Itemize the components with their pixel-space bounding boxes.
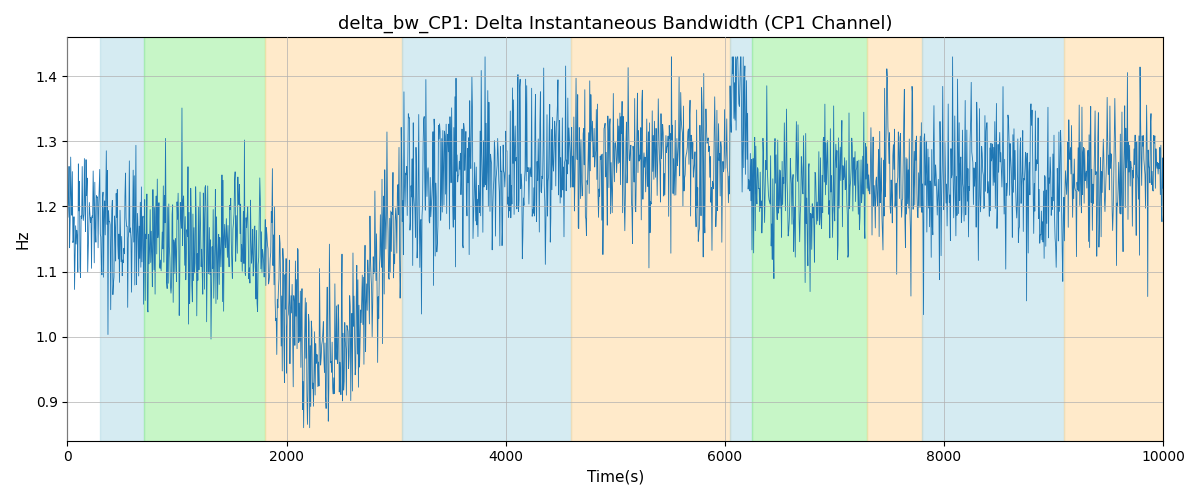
X-axis label: Time(s): Time(s) (587, 470, 644, 485)
Bar (144, 38, 265, 440)
Y-axis label: Hz: Hz (16, 230, 30, 249)
Bar (868, 38, 922, 440)
Bar (402, 38, 571, 440)
Bar (265, 38, 402, 440)
Bar (1064, 38, 1163, 440)
Bar (752, 38, 868, 440)
Bar (571, 38, 731, 440)
Bar (922, 38, 1064, 440)
Bar (731, 38, 752, 440)
Title: delta_bw_CP1: Delta Instantaneous Bandwidth (CP1 Channel): delta_bw_CP1: Delta Instantaneous Bandwi… (338, 15, 893, 34)
Bar (101, 38, 144, 440)
